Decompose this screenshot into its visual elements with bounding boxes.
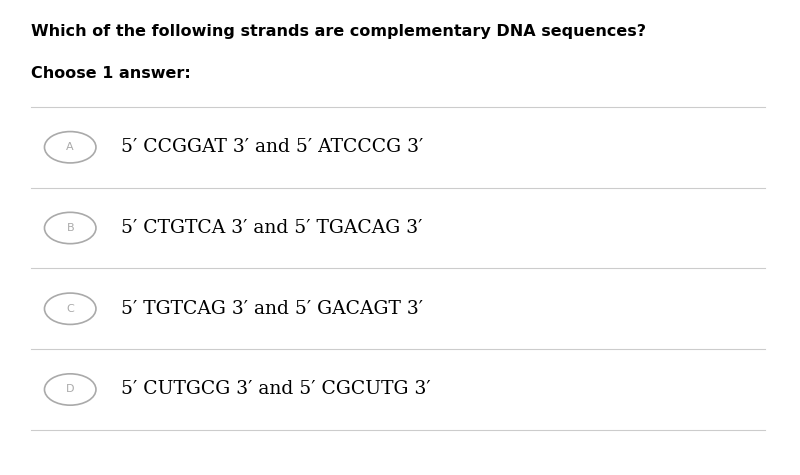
Text: Choose 1 answer:: Choose 1 answer: <box>31 66 191 82</box>
Text: 5′ CTGTCA 3′ and 5′ TGACAG 3′: 5′ CTGTCA 3′ and 5′ TGACAG 3′ <box>121 219 422 237</box>
Text: B: B <box>66 223 74 233</box>
Text: 5′ CUTGCG 3′ and 5′ CGCUTG 3′: 5′ CUTGCG 3′ and 5′ CGCUTG 3′ <box>121 380 430 399</box>
Text: 5′ TGTCAG 3′ and 5′ GACAGT 3′: 5′ TGTCAG 3′ and 5′ GACAGT 3′ <box>121 300 423 318</box>
Text: D: D <box>66 384 74 395</box>
Text: 5′ CCGGAT 3′ and 5′ ATCCCG 3′: 5′ CCGGAT 3′ and 5′ ATCCCG 3′ <box>121 138 423 156</box>
Text: C: C <box>66 304 74 314</box>
Text: A: A <box>66 142 74 152</box>
Text: Which of the following strands are complementary DNA sequences?: Which of the following strands are compl… <box>31 24 646 39</box>
